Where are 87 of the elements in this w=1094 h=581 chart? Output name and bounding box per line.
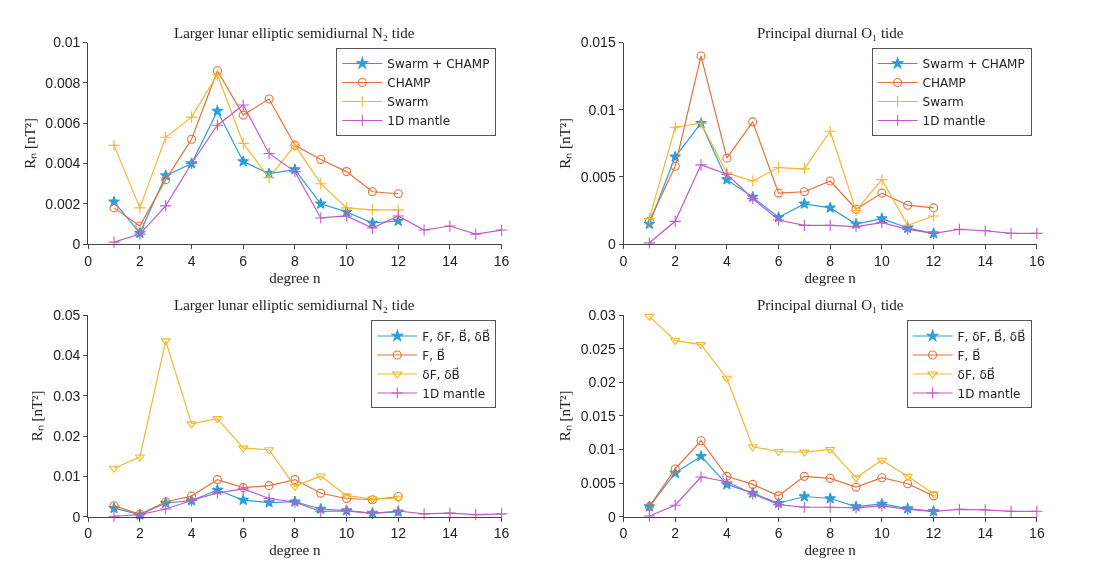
x-tick-label: 12 — [390, 525, 407, 542]
x-tick-label: 4 — [722, 525, 731, 542]
legend-label: δF, δB⃗ — [422, 367, 460, 382]
legend-label: Swarm + CHAMP — [922, 57, 1025, 72]
x-tick-label: 16 — [493, 525, 510, 542]
x-tick-label: 4 — [722, 252, 731, 269]
y-axis-title: Rₙ [nT²] — [29, 390, 46, 442]
x-tick-label: 14 — [977, 525, 994, 542]
y-tick-label: 0.015 — [580, 34, 616, 51]
legend-label: 1D mantle — [922, 114, 986, 129]
x-axis-title: degree n — [804, 542, 857, 559]
y-tick-label: 0 — [607, 236, 616, 253]
y-tick-label: 0.01 — [53, 34, 81, 51]
y-axis-title: Rₙ [nT²] — [21, 117, 38, 169]
x-tick-label: 12 — [390, 252, 407, 269]
x-tick-label: 8 — [291, 252, 299, 269]
x-axis-title: degree n — [804, 269, 857, 286]
x-tick-label: 10 — [874, 252, 890, 269]
x-tick-label: 6 — [774, 525, 783, 542]
legend-label: F, B⃗ — [422, 348, 446, 363]
legend-label: Swarm + CHAMP — [387, 57, 490, 72]
y-tick-label: 0.005 — [580, 474, 616, 491]
x-axis-title: degree n — [269, 269, 322, 286]
legend-label: CHAMP — [922, 76, 966, 91]
y-axis-title: Rₙ [nT²] — [556, 117, 573, 169]
x-tick-label: 16 — [493, 252, 510, 269]
x-tick-label: 0 — [619, 525, 628, 542]
x-tick-label: 4 — [187, 525, 196, 542]
legend-label: F, δF, B⃗, δB⃗ — [957, 329, 1026, 344]
chart-title: Principal diurnal O₁ tide — [757, 297, 904, 313]
x-tick-label: 0 — [84, 525, 93, 542]
y-tick-label: 0.006 — [45, 115, 81, 132]
chart-title: Larger lunar elliptic semidiurnal N₂ tide — [174, 25, 415, 41]
y-tick-label: 0 — [607, 508, 616, 525]
y-tick-label: 0.005 — [580, 168, 616, 185]
y-tick-label: 0.025 — [580, 340, 616, 357]
y-tick-label: 0.04 — [53, 347, 81, 364]
y-tick-label: 0.02 — [588, 374, 616, 391]
x-tick-label: 0 — [619, 252, 628, 269]
y-tick-label: 0 — [72, 236, 81, 253]
x-tick-label: 2 — [135, 525, 144, 542]
x-tick-label: 14 — [977, 252, 994, 269]
x-tick-label: 6 — [239, 525, 248, 542]
legend-label: 1D mantle — [387, 114, 451, 129]
x-tick-label: 10 — [338, 252, 355, 269]
x-tick-label: 10 — [874, 525, 890, 542]
y-tick-label: 0 — [72, 508, 81, 525]
y-tick-label: 0.002 — [45, 195, 81, 212]
x-tick-label: 2 — [135, 252, 144, 269]
y-tick-label: 0.01 — [588, 101, 616, 118]
y-tick-label: 0.015 — [580, 407, 616, 424]
y-axis-title: Rₙ [nT²] — [556, 390, 573, 442]
x-tick-label: 16 — [1029, 252, 1045, 269]
legend-label: CHAMP — [387, 76, 431, 91]
x-tick-label: 6 — [239, 252, 248, 269]
y-tick-label: 0.004 — [45, 155, 81, 172]
x-tick-label: 12 — [925, 252, 942, 269]
y-tick-label: 0.008 — [45, 74, 81, 91]
chart-title: Principal diurnal O₁ tide — [757, 25, 904, 41]
x-tick-label: 4 — [187, 252, 196, 269]
y-tick-label: 0.01 — [588, 441, 616, 458]
x-tick-label: 8 — [826, 252, 835, 269]
legend-label: 1D mantle — [957, 386, 1021, 401]
x-tick-label: 14 — [442, 525, 458, 542]
x-tick-label: 16 — [1029, 525, 1045, 542]
y-tick-label: 0.05 — [53, 306, 81, 323]
y-tick-label: 0.03 — [53, 387, 81, 404]
legend-label: Swarm — [387, 95, 429, 110]
legend-label: F, δF, B⃗, δB⃗ — [422, 329, 491, 344]
x-tick-label: 2 — [671, 252, 680, 269]
x-tick-label: 12 — [925, 525, 942, 542]
legend-label: F, B⃗ — [957, 348, 981, 363]
x-tick-label: 14 — [442, 252, 458, 269]
y-tick-label: 0.03 — [588, 306, 616, 323]
y-tick-label: 0.02 — [53, 427, 81, 444]
x-tick-label: 10 — [338, 525, 355, 542]
x-tick-label: 0 — [84, 252, 93, 269]
x-tick-label: 8 — [291, 525, 299, 542]
x-axis-title: degree n — [269, 542, 322, 559]
chart-title: Larger lunar elliptic semidiurnal N₂ tide — [174, 297, 415, 313]
legend-label: Swarm — [922, 95, 964, 110]
y-tick-label: 0.01 — [53, 468, 81, 485]
legend-label: 1D mantle — [422, 386, 486, 401]
x-tick-label: 8 — [826, 525, 835, 542]
legend-label: δF, δB⃗ — [957, 367, 996, 382]
x-tick-label: 2 — [671, 525, 680, 542]
x-tick-label: 6 — [774, 252, 783, 269]
